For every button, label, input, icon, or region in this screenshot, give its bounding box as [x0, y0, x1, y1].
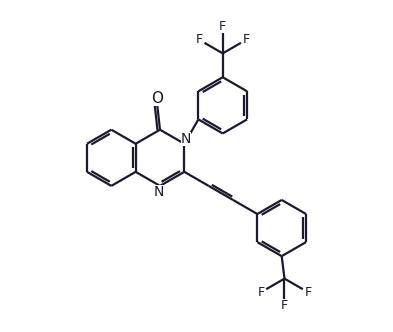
Text: F: F [243, 33, 250, 46]
Text: F: F [281, 299, 288, 312]
Text: F: F [305, 286, 312, 299]
Text: N: N [180, 132, 191, 146]
Text: N: N [153, 185, 164, 199]
Text: F: F [196, 33, 203, 46]
Text: F: F [257, 286, 264, 299]
Text: O: O [151, 91, 163, 106]
Text: F: F [219, 20, 226, 33]
